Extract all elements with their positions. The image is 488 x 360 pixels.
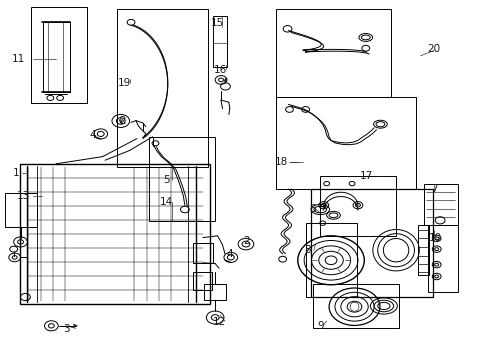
Text: 4: 4 <box>226 249 233 259</box>
Bar <box>305 223 356 297</box>
Bar <box>312 284 398 328</box>
Text: 16: 16 <box>213 65 226 75</box>
Text: 10: 10 <box>428 233 441 243</box>
Text: 15: 15 <box>210 18 224 28</box>
Text: 18: 18 <box>274 157 287 167</box>
Text: 5: 5 <box>163 175 169 185</box>
Text: 3: 3 <box>62 324 69 334</box>
Text: 1: 1 <box>12 168 19 178</box>
Text: 20: 20 <box>427 44 440 54</box>
Text: 7: 7 <box>430 184 437 194</box>
Bar <box>276 97 415 189</box>
Text: 11: 11 <box>12 54 25 64</box>
Text: 8: 8 <box>303 245 310 255</box>
Bar <box>320 176 395 236</box>
Bar <box>310 189 432 297</box>
Text: 17: 17 <box>359 171 373 181</box>
Bar <box>43 22 70 92</box>
Bar <box>31 7 87 103</box>
Bar <box>117 9 207 167</box>
Text: 19: 19 <box>118 78 131 88</box>
Text: 13: 13 <box>17 191 30 201</box>
Bar <box>149 137 215 221</box>
Text: 2: 2 <box>243 236 250 246</box>
Text: 12: 12 <box>212 317 225 327</box>
Text: 4: 4 <box>89 130 96 140</box>
Text: 6: 6 <box>309 204 316 214</box>
Bar <box>20 164 210 304</box>
Bar <box>193 272 211 290</box>
Text: 14: 14 <box>159 197 173 207</box>
Bar <box>276 9 390 97</box>
Bar <box>424 184 457 225</box>
Text: 2: 2 <box>119 116 125 126</box>
Bar <box>427 225 457 292</box>
Bar <box>204 284 225 300</box>
Bar <box>193 243 212 263</box>
Bar <box>5 193 37 227</box>
Text: 9: 9 <box>316 321 323 331</box>
Bar <box>213 16 226 67</box>
Bar <box>417 225 428 275</box>
